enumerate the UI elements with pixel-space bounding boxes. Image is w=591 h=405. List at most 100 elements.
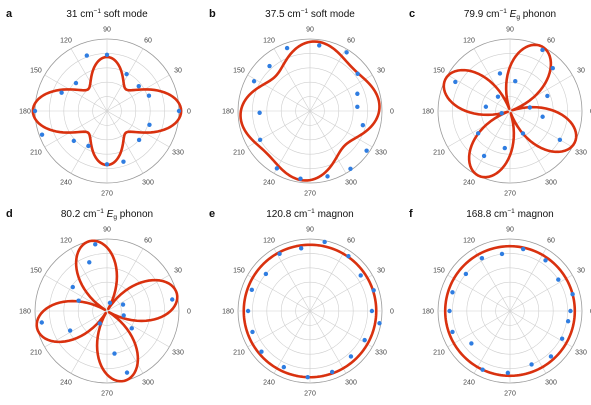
title-unit-exponent: −1 — [507, 208, 515, 215]
grid-spoke — [309, 310, 347, 374]
angle-tick-label: 180 — [422, 309, 434, 316]
angle-tick-label: 210 — [30, 350, 42, 357]
data-point — [450, 290, 455, 295]
grid-spoke — [473, 110, 511, 174]
angle-tick-label: 330 — [575, 150, 587, 157]
angle-tick-label: 330 — [375, 350, 387, 357]
data-point — [86, 143, 91, 149]
title-tail: phonon — [520, 9, 556, 20]
data-point — [527, 105, 533, 110]
data-point — [124, 71, 129, 77]
angle-tick-label: 90 — [306, 27, 314, 34]
title-mode: soft mode — [308, 9, 355, 20]
data-point — [245, 308, 251, 314]
angle-tick-label: 90 — [506, 27, 514, 34]
grid-spoke — [106, 74, 170, 112]
angle-tick-label: 60 — [547, 37, 555, 44]
title-mode: soft mode — [101, 9, 148, 20]
angle-tick-label: 90 — [103, 27, 111, 34]
title-irrep-subscript: g — [516, 14, 520, 21]
angle-tick-label: 120 — [263, 237, 275, 244]
grid-spoke — [247, 310, 311, 348]
data-point — [147, 122, 152, 127]
angle-tick-label: 210 — [433, 350, 445, 357]
grid-spoke — [44, 110, 108, 148]
data-point — [348, 166, 353, 171]
grid-spoke — [273, 48, 311, 112]
data-point — [329, 369, 335, 375]
data-point — [346, 253, 351, 259]
panel-title: 79.9 cm−1 Eg phonon — [464, 8, 556, 21]
data-point — [305, 375, 310, 380]
data-point — [559, 336, 565, 341]
data-point — [84, 53, 90, 58]
panel-letter: b — [209, 8, 216, 20]
angle-tick-label: 150 — [433, 268, 445, 275]
data-point — [499, 111, 504, 116]
data-point — [447, 308, 452, 314]
grid-spoke — [247, 110, 311, 148]
grid-spoke — [447, 274, 511, 312]
grid-spoke — [447, 74, 511, 112]
data-point — [259, 349, 264, 354]
data-point — [250, 329, 255, 335]
panel-title: 31 cm−1 soft mode — [66, 8, 148, 20]
data-point — [257, 137, 263, 142]
angle-tick-label: 270 — [504, 191, 516, 198]
data-point — [479, 256, 485, 261]
grid-spoke — [309, 110, 347, 174]
fit-curve — [443, 244, 577, 378]
angle-tick-label: 120 — [60, 37, 72, 44]
data-point — [129, 326, 134, 331]
angle-tick-label: 150 — [233, 68, 245, 75]
panel-letter: c — [409, 8, 415, 20]
data-point — [97, 321, 103, 326]
data-point — [71, 138, 77, 144]
data-point — [281, 364, 287, 370]
grid-spoke — [309, 248, 347, 312]
grid-spoke — [309, 74, 373, 112]
panel-letter: e — [209, 208, 215, 220]
data-point — [344, 50, 349, 55]
title-value: 80.2 cm — [61, 209, 97, 220]
data-point — [362, 337, 367, 343]
angle-tick-label: 240 — [263, 380, 275, 387]
angle-tick-label: 210 — [30, 150, 42, 157]
data-point — [120, 302, 126, 307]
grid-spoke — [70, 110, 108, 174]
polar-panel-d: d 80.2 cm−1 Eg phonon 0 30 60 90 120 150 180 210 2… — [6, 208, 191, 398]
angle-tick-label: 150 — [30, 68, 42, 75]
data-point — [298, 246, 304, 251]
angle-tick-label: 30 — [577, 268, 585, 275]
grid-spoke — [509, 310, 573, 348]
title-value: 37.5 cm — [265, 9, 301, 20]
data-point — [483, 104, 489, 109]
grid-spoke — [247, 274, 311, 312]
angle-tick-label: 30 — [377, 268, 385, 275]
angle-tick-label: 300 — [545, 180, 557, 187]
data-point — [568, 308, 573, 314]
angle-tick-label: 0 — [187, 309, 191, 316]
angle-tick-label: 330 — [172, 150, 184, 157]
angle-tick-label: 240 — [60, 380, 72, 387]
panel-letter: d — [6, 208, 13, 220]
data-point — [469, 341, 474, 346]
data-point — [70, 284, 75, 290]
angle-tick-label: 210 — [233, 350, 245, 357]
data-point — [104, 52, 110, 58]
data-point — [475, 131, 481, 136]
data-point — [355, 104, 360, 110]
angle-tick-label: 30 — [377, 68, 385, 75]
data-point — [463, 271, 469, 277]
grid-spoke — [509, 110, 573, 148]
data-point — [39, 132, 45, 137]
panel-title: 168.8 cm−1 magnon — [466, 208, 553, 220]
title-irrep: E — [107, 209, 114, 220]
grid-spoke — [509, 248, 547, 312]
angle-tick-label: 240 — [463, 180, 475, 187]
angle-tick-label: 120 — [60, 237, 72, 244]
data-point — [505, 370, 511, 376]
angle-tick-label: 270 — [304, 391, 316, 398]
